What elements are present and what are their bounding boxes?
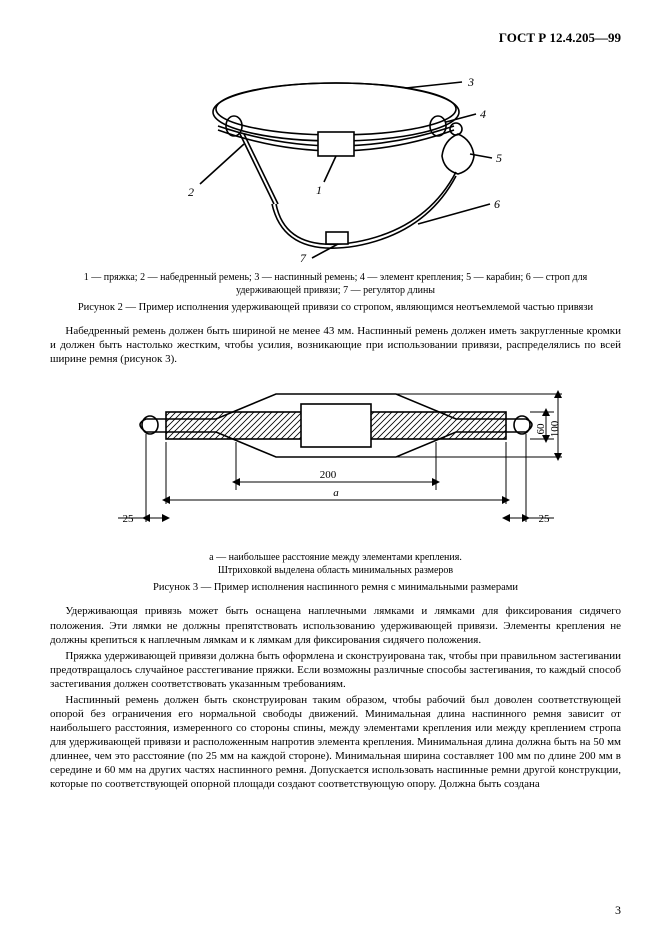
dim-200: 200 xyxy=(319,469,336,481)
figure-3-legend: а — наибольшее расстояние между элемента… xyxy=(50,552,621,577)
dim-25a: 25 xyxy=(122,513,134,525)
figure-3-caption: Рисунок 3 — Пример исполнения наспинного… xyxy=(50,581,621,594)
dim-60: 60 xyxy=(535,423,547,435)
figure-2-caption: Рисунок 2 — Пример исполнения удерживающ… xyxy=(50,301,621,314)
paragraph-3: Пряжка удерживающей привязи должна быть … xyxy=(50,649,621,691)
paragraph-1: Набедренный ремень должен быть шириной н… xyxy=(50,324,621,366)
label-3: 3 xyxy=(467,75,474,89)
page: ГОСТ Р 12.4.205—99 xyxy=(0,0,661,936)
label-2: 2 xyxy=(188,185,194,199)
label-7: 7 xyxy=(300,251,307,264)
paragraph-4: Наспинный ремень должен быть сконструиро… xyxy=(50,693,621,792)
figure-3-belt: 200 a 25 25 60 100 xyxy=(50,374,621,544)
label-1: 1 xyxy=(316,183,322,197)
label-6: 6 xyxy=(494,197,500,211)
label-4: 4 xyxy=(480,107,486,121)
dim-100: 100 xyxy=(549,421,561,438)
dim-a: a xyxy=(333,487,339,499)
figure-2-harness: 3 4 5 6 7 1 2 xyxy=(50,54,621,264)
page-number: 3 xyxy=(615,903,621,918)
label-5: 5 xyxy=(496,151,502,165)
paragraph-2: Удерживающая привязь может быть оснащена… xyxy=(50,604,621,646)
dim-25b: 25 xyxy=(538,513,550,525)
document-header: ГОСТ Р 12.4.205—99 xyxy=(50,30,621,46)
figure-2-legend: 1 — пряжка; 2 — набедренный ремень; 3 — … xyxy=(50,272,621,297)
